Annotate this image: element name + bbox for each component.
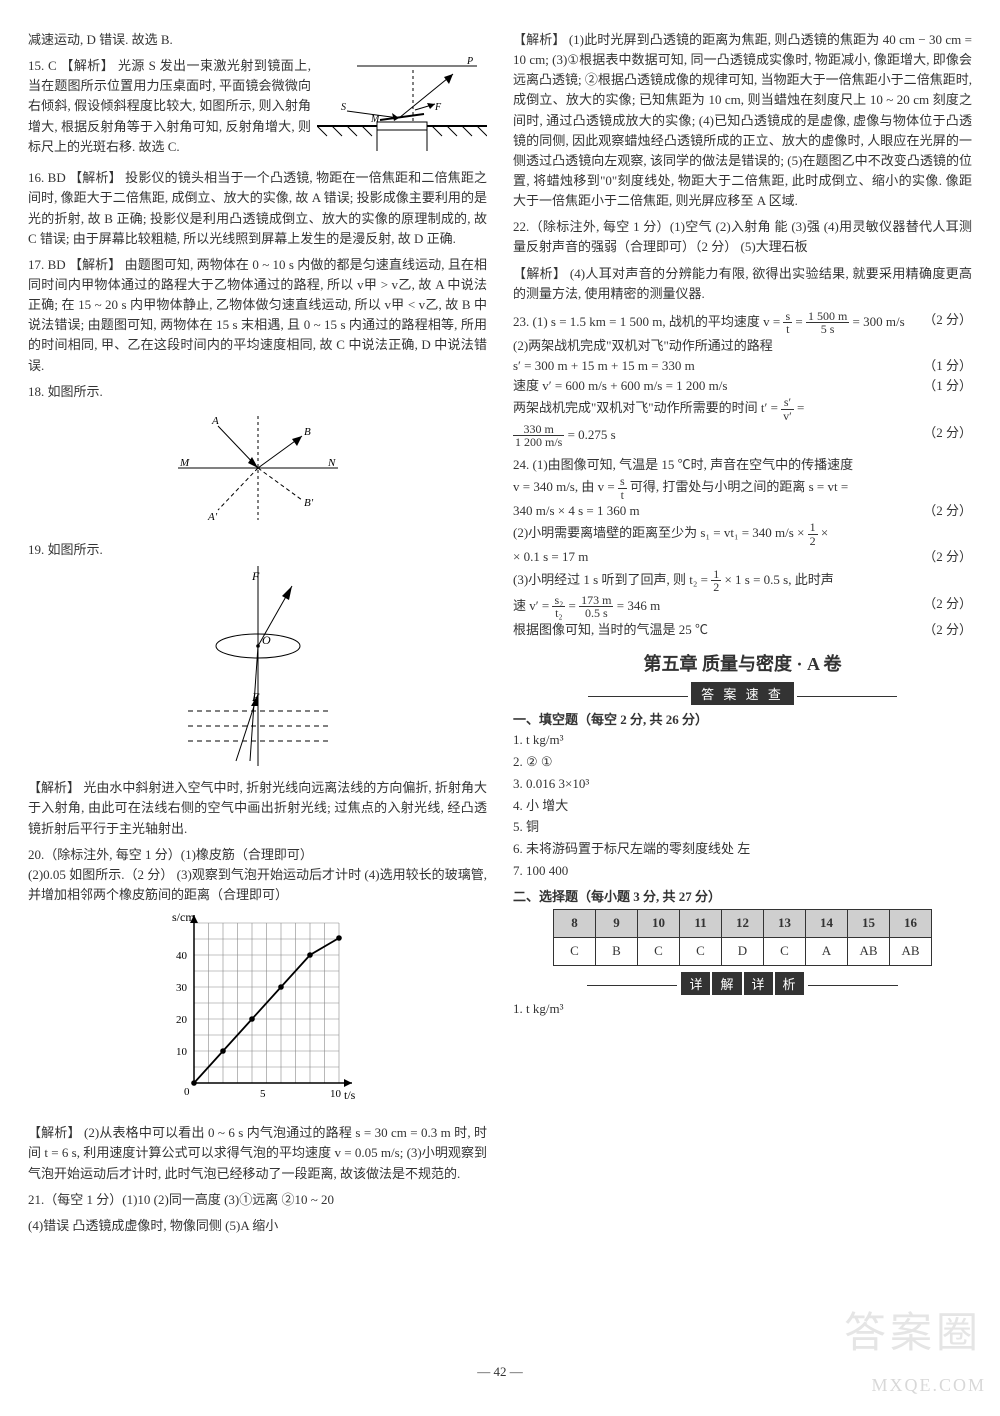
fill-7: 7. 100 400: [513, 861, 972, 882]
svg-text:10: 10: [330, 1088, 342, 1100]
svg-text:5: 5: [260, 1088, 266, 1100]
svg-text:30: 30: [176, 982, 188, 994]
svg-text:0: 0: [184, 1086, 190, 1098]
svg-text:A: A: [211, 415, 219, 427]
mc-answer-table: 8910 111213 141516 CBC CDC AABAB: [553, 909, 932, 966]
svg-text:10: 10: [176, 1046, 188, 1058]
fill-5: 5. 铜: [513, 817, 972, 838]
svg-text:40: 40: [176, 950, 188, 962]
q22: 22.（除标注外, 每空 1 分）(1)空气 (2)入射角 能 (3)强 (4)…: [513, 217, 972, 257]
q20-explanation: 【解析】 (2)从表格中可以看出 0 ~ 6 s 内气泡通过的路程 s = 30…: [28, 1123, 487, 1183]
q18: 18. 如图所示. M N A B A' B': [28, 382, 487, 534]
q15-text: 15. C 【解析】 光源 S 发出一束激光射到镜面上, 当在题图所示位置用力压…: [28, 58, 311, 154]
svg-text:M: M: [179, 457, 190, 469]
svg-text:N: N: [327, 457, 336, 469]
fig15-mirror-diagram: M S P F: [317, 56, 487, 156]
q19: 19. 如图所示. F O F 【解析】 光由水中斜射进入空气中时, 折射光线向: [28, 540, 487, 839]
svg-text:B: B: [304, 426, 311, 438]
svg-text:20: 20: [176, 1014, 188, 1026]
fill-heading: 一、填空题（每空 2 分, 共 26 分）: [513, 709, 972, 728]
q14-tail: 减速运动, D 错误. 故选 B.: [28, 30, 487, 50]
detail-banner: 详解详析: [513, 972, 972, 995]
q23: 23. (1) s = 1.5 km = 1 500 m, 战机的平均速度 v …: [513, 310, 972, 449]
fill-4: 4. 小 增大: [513, 796, 972, 817]
svg-text:O: O: [262, 633, 271, 647]
page-number: — 42 —: [28, 1364, 972, 1380]
svg-text:F: F: [251, 569, 260, 583]
svg-text:B': B': [304, 497, 314, 509]
fig18-reflection-diagram: M N A B A' B': [178, 408, 338, 528]
svg-text:A': A': [207, 511, 218, 523]
fig19-lens-diagram: F O F: [188, 566, 328, 766]
chapter-title: 第五章 质量与密度 · A 卷: [513, 650, 972, 676]
fill-3: 3. 0.016 3×10³: [513, 774, 972, 795]
q22-exp: 【解析】 (4)人耳对声音的分辨能力有限, 欲得出实验结果, 就要采用精确度更高…: [513, 264, 972, 304]
q20: 20.（除标注外, 每空 1 分）(1)橡皮筋（合理即可） (2)0.05 如图…: [28, 845, 487, 1184]
q17: 17. BD 【解析】 由题图可知, 两物体在 0 ~ 10 s 内做的都是匀速…: [28, 255, 487, 376]
q24: 24. (1)由图像可知, 气温是 15 ℃时, 声音在空气中的传播速度 v =…: [513, 455, 972, 640]
svg-text:P: P: [466, 56, 473, 67]
svg-text:t/s: t/s: [344, 1088, 356, 1102]
detail-1: 1. t kg/m³: [513, 999, 972, 1020]
svg-text:S: S: [341, 102, 346, 113]
q19-explanation: 【解析】 光由水中斜射进入空气中时, 折射光线向远离法线的方向偏折, 折射角大于…: [28, 778, 487, 838]
mc-heading: 二、选择题（每小题 3 分, 共 27 分）: [513, 886, 972, 905]
fill-2: 2. ② ①: [513, 752, 972, 773]
svg-text:s/cm: s/cm: [172, 911, 195, 924]
q15: M S P F 15. C 【解析】 光源 S 发出一束激光射到镜面上, 当在题…: [28, 56, 487, 162]
q16: 16. BD 【解析】 投影仪的镜头相当于一个凸透镜, 物距在一倍焦距和二倍焦距…: [28, 168, 487, 249]
q21-4: (4)错误 凸透镜成虚像时, 物像同侧 (5)A 缩小: [28, 1216, 487, 1236]
fill-6: 6. 未将游码置于标尺左端的零刻度线处 左: [513, 839, 972, 860]
fill-1: 1. t kg/m³: [513, 730, 972, 751]
quick-answer-banner: 答 案 速 查: [513, 682, 972, 705]
svg-text:F: F: [434, 102, 442, 113]
q21-exp: 【解析】 (1)此时光屏到凸透镜的距离为焦距, 则凸透镜的焦距为 40 cm −…: [513, 30, 972, 211]
chart20-st-graph: s/cm t/s 10 20 30 40 0 5 10: [158, 911, 358, 1111]
q21-left: 21.（每空 1 分）(1)10 (2)同一高度 (3)①远离 ②10 ~ 20: [28, 1190, 487, 1210]
